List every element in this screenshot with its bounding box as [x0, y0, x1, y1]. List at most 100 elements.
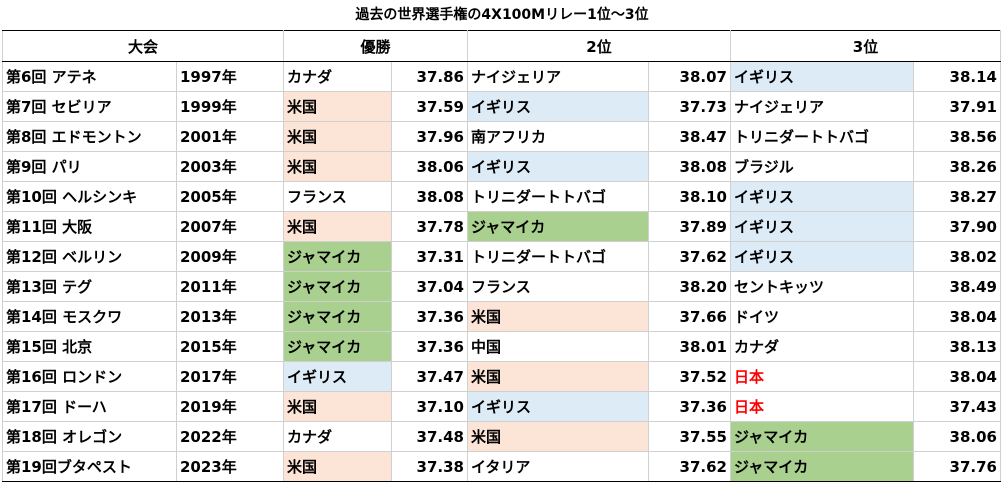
meet-cell: 第14回 モスクワ	[2, 301, 177, 332]
third-place-time: 38.49	[913, 271, 1001, 302]
year-cell: 2009年	[176, 241, 284, 272]
third-place-time: 38.14	[913, 61, 1001, 92]
third-place-time: 38.56	[913, 121, 1001, 152]
first-place-country: ジャマイカ	[283, 331, 392, 362]
first-place-time: 38.06	[391, 151, 468, 182]
third-place-country: トリニダートトバゴ	[730, 121, 914, 152]
third-place-time: 38.13	[913, 331, 1001, 362]
third-place-time: 38.06	[913, 421, 1001, 452]
third-place-country: ナイジェリア	[730, 91, 914, 122]
table-row: 第12回 ベルリン 2009年 ジャマイカ 37.31 トリニダートトバゴ 37.62 イギ…	[2, 241, 1001, 272]
table-title: 過去の世界選手権の4X100Mリレー1位～3位	[355, 7, 649, 23]
table-row: 第9回 パリ 2003年 米国 38.06 イギリス 38.08 ブラジル 38.26	[2, 151, 1001, 182]
third-place-country: イギリス	[730, 61, 914, 92]
second-place-time: 38.20	[648, 271, 731, 302]
first-place-country: 米国	[283, 211, 392, 242]
year-cell: 2019年	[176, 391, 284, 422]
first-place-country: カナダ	[283, 61, 392, 92]
first-place-country: 米国	[283, 91, 392, 122]
third-place-country: ブラジル	[730, 151, 914, 182]
third-place-country: カナダ	[730, 331, 914, 362]
year-cell: 2001年	[176, 121, 284, 152]
third-place-time: 37.90	[913, 211, 1001, 242]
table-row: 第10回 ヘルシンキ 2005年 フランス 38.08 トリニダートトバゴ 38.10 イギ…	[2, 181, 1001, 212]
first-place-time: 37.86	[391, 61, 468, 92]
second-place-country: トリニダートトバゴ	[467, 181, 649, 212]
third-place-time: 37.43	[913, 391, 1001, 422]
second-place-country: イギリス	[467, 391, 649, 422]
results-table: 大会 優勝 2位 3位 第6回 アテネ 1997年 カナダ 37.86 ナイジェリア 38…	[2, 30, 1001, 482]
year-cell: 2005年	[176, 181, 284, 212]
first-place-country: 米国	[283, 451, 392, 482]
year-cell: 2003年	[176, 151, 284, 182]
meet-cell: 第16回 ロンドン	[2, 361, 177, 392]
first-place-time: 37.48	[391, 421, 468, 452]
year-cell: 1997年	[176, 61, 284, 92]
meet-cell: 第10回 ヘルシンキ	[2, 181, 177, 212]
year-cell: 2011年	[176, 271, 284, 302]
third-place-country: セントキッツ	[730, 271, 914, 302]
meet-cell: 第19回ブタペスト	[2, 451, 177, 482]
second-place-time: 38.01	[648, 331, 731, 362]
year-cell: 2017年	[176, 361, 284, 392]
second-place-country: 米国	[467, 421, 649, 452]
meet-cell: 第6回 アテネ	[2, 61, 177, 92]
meet-cell: 第9回 パリ	[2, 151, 177, 182]
third-place-time: 38.27	[913, 181, 1001, 212]
table-row: 第18回 オレゴン 2022年 カナダ 37.48 米国 37.55 ジャマイカ 38.06	[2, 421, 1001, 452]
second-place-time: 38.47	[648, 121, 731, 152]
year-cell: 2015年	[176, 331, 284, 362]
third-place-country: 日本	[730, 361, 914, 392]
third-place-time: 38.04	[913, 361, 1001, 392]
first-place-time: 37.31	[391, 241, 468, 272]
second-place-time: 38.07	[648, 61, 731, 92]
meet-cell: 第18回 オレゴン	[2, 421, 177, 452]
first-place-time: 37.04	[391, 271, 468, 302]
second-place-country: ジャマイカ	[467, 211, 649, 242]
year-cell: 2023年	[176, 451, 284, 482]
third-place-time: 37.91	[913, 91, 1001, 122]
table-row: 第13回 テグ 2011年 ジャマイカ 37.04 フランス 38.20 セントキッツ 38.…	[2, 271, 1001, 302]
third-place-country: 日本	[730, 391, 914, 422]
second-place-time: 37.62	[648, 451, 731, 482]
second-place-country: イギリス	[467, 91, 649, 122]
second-place-country: 中国	[467, 331, 649, 362]
third-place-country: イギリス	[730, 181, 914, 212]
first-place-time: 38.08	[391, 181, 468, 212]
second-place-time: 38.10	[648, 181, 731, 212]
first-place-country: 米国	[283, 121, 392, 152]
meet-cell: 第11回 大阪	[2, 211, 177, 242]
meet-cell: 第7回 セビリア	[2, 91, 177, 122]
first-place-time: 37.47	[391, 361, 468, 392]
first-place-country: ジャマイカ	[283, 241, 392, 272]
second-place-country: イタリア	[467, 451, 649, 482]
first-place-country: イギリス	[283, 361, 392, 392]
meet-cell: 第13回 テグ	[2, 271, 177, 302]
first-place-country: ジャマイカ	[283, 271, 392, 302]
third-place-country: ジャマイカ	[730, 421, 914, 452]
third-place-country: イギリス	[730, 211, 914, 242]
second-place-time: 37.73	[648, 91, 731, 122]
third-place-country: ドイツ	[730, 301, 914, 332]
year-cell: 2007年	[176, 211, 284, 242]
third-place-time: 37.76	[913, 451, 1001, 482]
second-place-time: 37.52	[648, 361, 731, 392]
header-first: 優勝	[283, 30, 468, 62]
first-place-country: ジャマイカ	[283, 301, 392, 332]
second-place-country: フランス	[467, 271, 649, 302]
second-place-time: 37.36	[648, 391, 731, 422]
meet-cell: 第17回 ドーハ	[2, 391, 177, 422]
year-cell: 2022年	[176, 421, 284, 452]
second-place-time: 38.08	[648, 151, 731, 182]
third-place-time: 38.04	[913, 301, 1001, 332]
table-row: 第16回 ロンドン 2017年 イギリス 37.47 米国 37.52 日本 38.04	[2, 361, 1001, 392]
second-place-time: 37.89	[648, 211, 731, 242]
table-row: 第19回ブタペスト 2023年 米国 37.38 イタリア 37.62 ジャマイカ 37.76	[2, 451, 1001, 482]
second-place-time: 37.66	[648, 301, 731, 332]
first-place-time: 37.36	[391, 301, 468, 332]
second-place-country: 南アフリカ	[467, 121, 649, 152]
second-place-country: トリニダートトバゴ	[467, 241, 649, 272]
first-place-country: 米国	[283, 391, 392, 422]
third-place-country: ジャマイカ	[730, 451, 914, 482]
table-row: 第7回 セビリア 1999年 米国 37.59 イギリス 37.73 ナイジェリア 37.91	[2, 91, 1001, 122]
